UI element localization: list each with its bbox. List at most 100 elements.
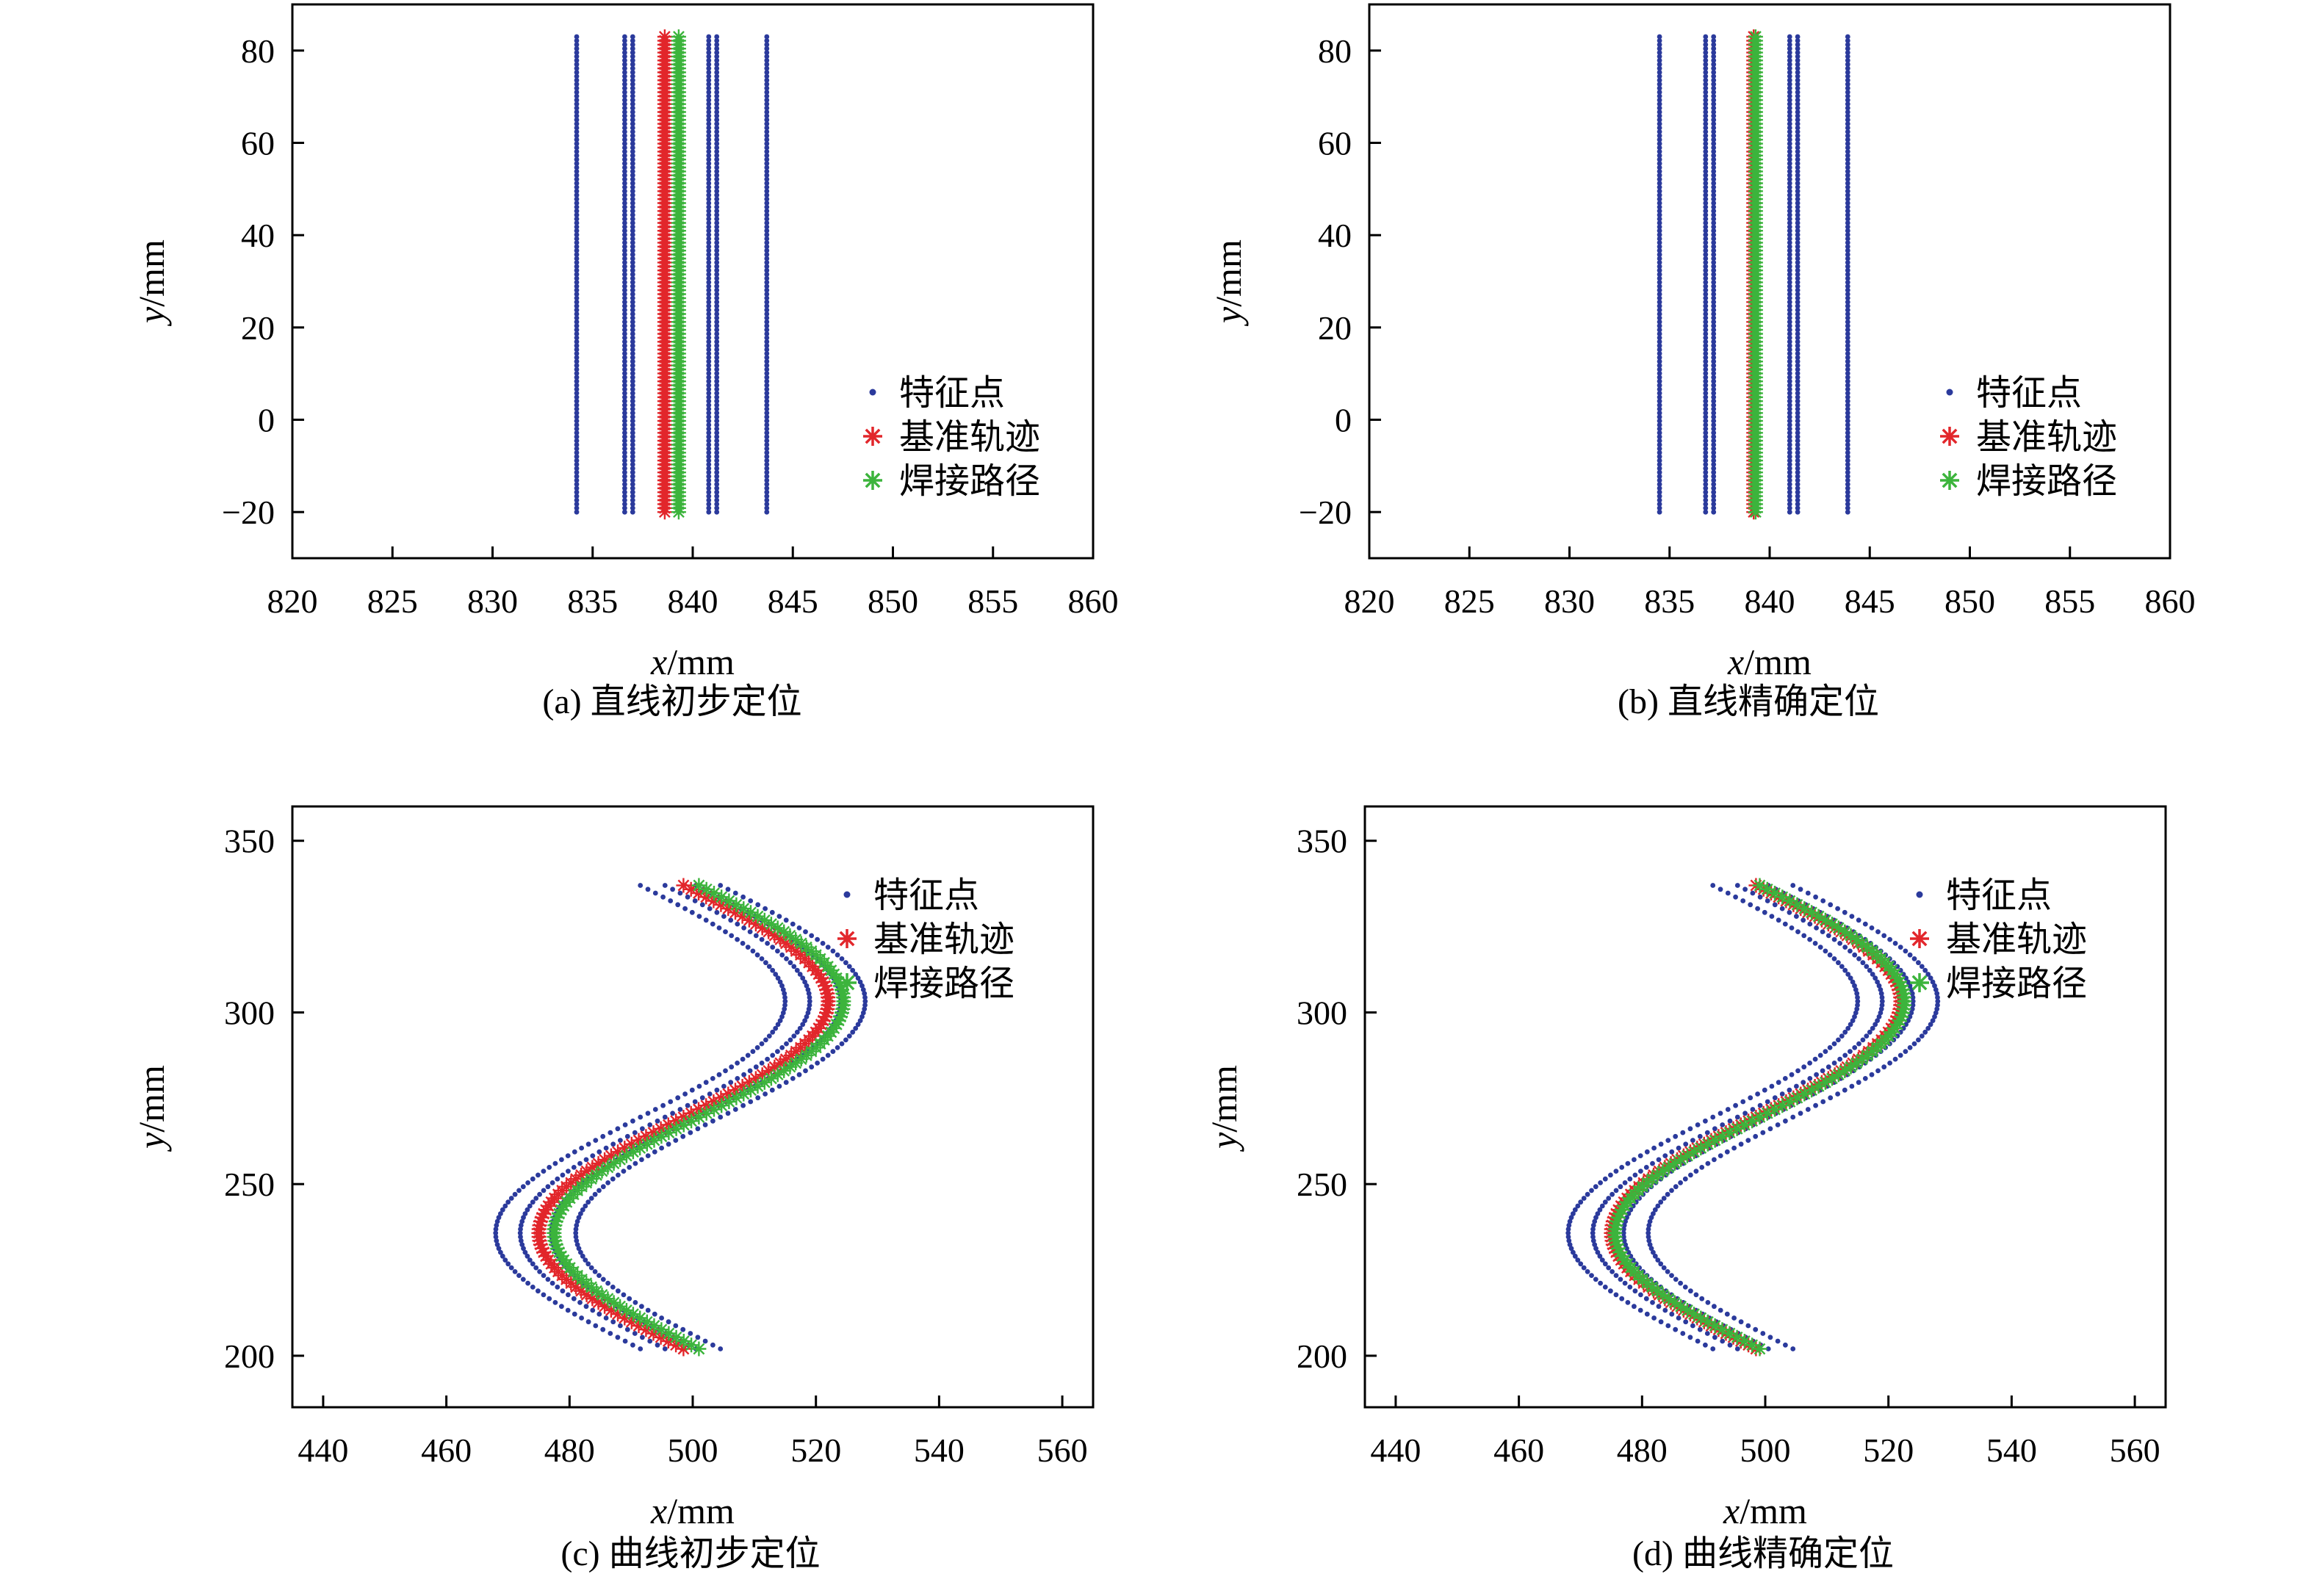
feature-point — [706, 410, 712, 416]
feature-point — [577, 1300, 583, 1305]
y-tick-label: 60 — [241, 125, 275, 162]
feature-point — [764, 141, 770, 147]
feature-point — [574, 287, 580, 293]
feature-point — [782, 991, 787, 997]
feature-point — [764, 449, 770, 455]
feature-point — [1787, 287, 1792, 293]
feature-point — [1703, 307, 1709, 313]
feature-point — [770, 1029, 776, 1035]
feature-point — [1703, 398, 1709, 404]
feature-point — [1711, 284, 1717, 289]
feature-point — [525, 1253, 530, 1259]
feature-point — [1711, 315, 1717, 321]
feature-point — [1845, 133, 1850, 139]
feature-point — [630, 145, 635, 151]
x-tick-label: 560 — [1037, 1431, 1088, 1469]
y-axis-title: y/mm — [1208, 239, 1249, 327]
feature-point — [1845, 402, 1850, 408]
feature-point — [662, 883, 668, 888]
feature-point — [574, 188, 580, 194]
feature-point — [1703, 446, 1709, 452]
feature-point — [622, 355, 627, 361]
feature-point — [764, 46, 770, 51]
feature-point — [622, 57, 627, 63]
feature-point — [574, 46, 580, 51]
feature-point — [1795, 284, 1801, 289]
feature-point — [806, 1006, 812, 1012]
feature-point — [622, 343, 627, 349]
feature-point — [1657, 184, 1662, 190]
feature-point — [1703, 90, 1709, 95]
feature-point — [721, 914, 727, 919]
feature-point — [764, 228, 770, 234]
feature-point — [647, 1338, 653, 1344]
feature-point — [622, 82, 627, 87]
feature-point — [1845, 295, 1850, 301]
feature-point — [1750, 890, 1756, 896]
feature-point — [670, 1111, 675, 1116]
feature-point — [574, 62, 580, 68]
feature-point — [764, 244, 770, 250]
feature-point — [764, 169, 770, 174]
feature-point — [706, 204, 712, 210]
feature-point — [1658, 1199, 1664, 1205]
feature-point — [494, 1218, 500, 1224]
feature-point — [764, 454, 770, 460]
feature-point — [622, 85, 627, 91]
feature-point — [706, 358, 712, 364]
feature-point — [1650, 1160, 1655, 1166]
feature-point — [763, 960, 768, 966]
feature-point — [1688, 1288, 1693, 1294]
feature-point — [714, 477, 720, 483]
x-tick-label: 540 — [1986, 1431, 2037, 1469]
feature-point — [574, 426, 580, 432]
feature-point — [1657, 101, 1662, 107]
feature-point — [1703, 145, 1709, 151]
feature-point — [764, 50, 770, 55]
y-tick-label: 350 — [224, 823, 275, 860]
feature-point — [1678, 1180, 1684, 1185]
feature-point — [1657, 34, 1662, 40]
feature-point — [706, 275, 712, 281]
feature-point — [630, 165, 635, 170]
feature-point — [1680, 1331, 1686, 1336]
feature-point — [1703, 418, 1709, 424]
feature-point — [794, 967, 800, 973]
feature-point — [622, 181, 627, 186]
feature-point — [1787, 494, 1792, 499]
feature-point — [1845, 264, 1850, 270]
feature-point — [759, 936, 765, 942]
feature-point — [1711, 173, 1717, 178]
x-tick-label: 830 — [467, 582, 518, 620]
feature-point — [706, 236, 712, 242]
feature-point — [1703, 426, 1709, 432]
legend-label: 特征点 — [1976, 372, 2082, 414]
feature-point — [714, 406, 720, 412]
feature-point — [574, 462, 580, 467]
feature-point — [630, 482, 635, 487]
feature-point — [1787, 363, 1792, 368]
feature-point — [1787, 343, 1792, 349]
feature-point — [630, 466, 635, 472]
feature-point — [1690, 1138, 1695, 1143]
feature-point — [706, 469, 712, 475]
feature-point — [1657, 141, 1662, 147]
feature-point — [1711, 311, 1717, 317]
feature-point — [1787, 272, 1792, 277]
feature-point — [1795, 93, 1801, 99]
feature-point — [1787, 469, 1792, 475]
feature-point — [1845, 260, 1850, 265]
feature-point — [797, 972, 803, 977]
feature-point — [512, 1191, 518, 1197]
feature-point — [1845, 454, 1850, 460]
feature-point — [1632, 1172, 1638, 1178]
feature-point — [1787, 366, 1792, 372]
feature-point — [622, 489, 627, 495]
feature-point — [714, 248, 720, 253]
feature-point — [714, 363, 720, 368]
feature-point — [1703, 331, 1709, 336]
feature-point — [1703, 141, 1709, 147]
feature-point — [1657, 343, 1662, 349]
feature-point — [1711, 176, 1717, 182]
feature-point — [572, 1311, 577, 1317]
